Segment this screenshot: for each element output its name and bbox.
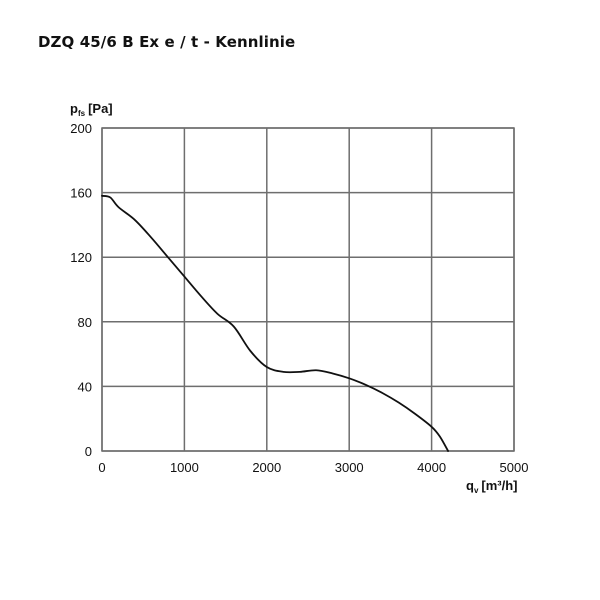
x-tick-label: 1000 [170, 460, 199, 475]
plot-frame [101, 127, 515, 452]
y-tick-label: 0 [85, 444, 92, 459]
x-tick-labels: 0 1000 2000 3000 4000 5000 [98, 460, 528, 475]
y-tick-label: 160 [70, 186, 92, 201]
characteristic-curve [101, 194, 449, 452]
y-axis-label: pfs [Pa] [70, 101, 113, 118]
y-tick-labels: 0 40 80 120 160 200 [70, 121, 92, 459]
x-tick-label: 5000 [500, 460, 529, 475]
x-tick-label: 2000 [252, 460, 281, 475]
x-tick-label: 4000 [417, 460, 446, 475]
y-tick-label: 200 [70, 121, 92, 136]
y-tick-label: 80 [78, 315, 92, 330]
chart-title: DZQ 45/6 B Ex e / t - Kennlinie [38, 33, 296, 51]
y-tick-label: 120 [70, 250, 92, 265]
grid-lines [101, 127, 515, 452]
x-axis-label: qv [m³/h] [466, 478, 518, 495]
x-tick-label: 3000 [335, 460, 364, 475]
x-tick-label: 0 [98, 460, 105, 475]
y-tick-label: 40 [78, 379, 92, 394]
